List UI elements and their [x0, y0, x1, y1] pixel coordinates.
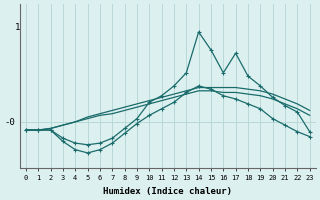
X-axis label: Humidex (Indice chaleur): Humidex (Indice chaleur) [103, 187, 232, 196]
Text: 1: 1 [14, 23, 20, 32]
